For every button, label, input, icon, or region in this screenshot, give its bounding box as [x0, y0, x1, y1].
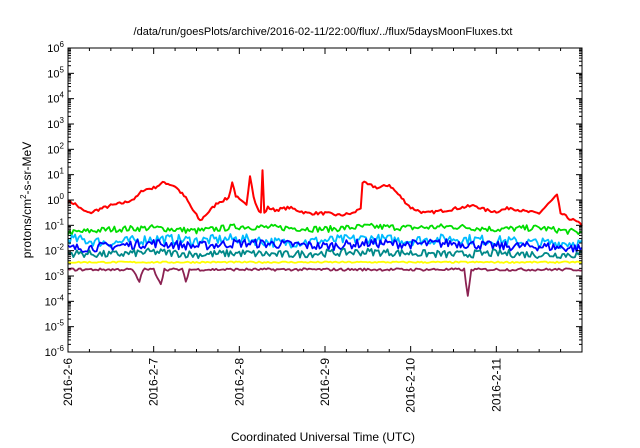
series-line	[67, 247, 583, 260]
series-line	[67, 237, 583, 253]
y-tick-label: 10-6	[45, 344, 65, 359]
y-tick-label: 105	[47, 65, 64, 80]
x-tick-label: 2016-2-7	[147, 358, 161, 406]
axis-layer: 106 105 104 103 102 101 100 10-1 10-2 10-3 10-4 10-…	[45, 40, 582, 413]
y-tick-label: 106	[47, 40, 64, 55]
y-tick-label: 10-3	[45, 268, 65, 283]
plot-frame	[67, 47, 583, 353]
y-tick-label: 103	[47, 116, 64, 131]
series-line	[67, 169, 583, 227]
y-tick-label: 10-4	[45, 293, 65, 308]
y-tick-label: 104	[47, 91, 64, 106]
series-line	[67, 222, 583, 236]
y-axis-label: protons/cm2-s-sr-MeV	[19, 142, 34, 258]
y-tick-label: 10-1	[45, 217, 65, 232]
y-tick-label: 10-2	[45, 243, 65, 258]
x-tick-label: 2016-2-8	[232, 358, 246, 406]
x-tick-label: 2016-2-9	[318, 358, 332, 406]
x-tick-label: 2016-2-6	[61, 358, 75, 406]
y-tick-label: 102	[47, 141, 64, 156]
y-tick-label: 10-5	[45, 319, 65, 334]
series-line	[67, 267, 582, 297]
x-tick-label: 2016-2-10	[404, 358, 418, 413]
series-line	[67, 260, 583, 264]
x-tick-label: 2016-2-11	[489, 358, 503, 412]
y-tick-label: 101	[47, 167, 64, 182]
x-axis-label: Coordinated Universal Time (UTC)	[231, 430, 415, 444]
y-tick-label: 100	[47, 192, 64, 207]
series-layer	[67, 169, 583, 297]
chart-title: /data/run/goesPlots/archive/2016-02-11/2…	[134, 26, 513, 38]
